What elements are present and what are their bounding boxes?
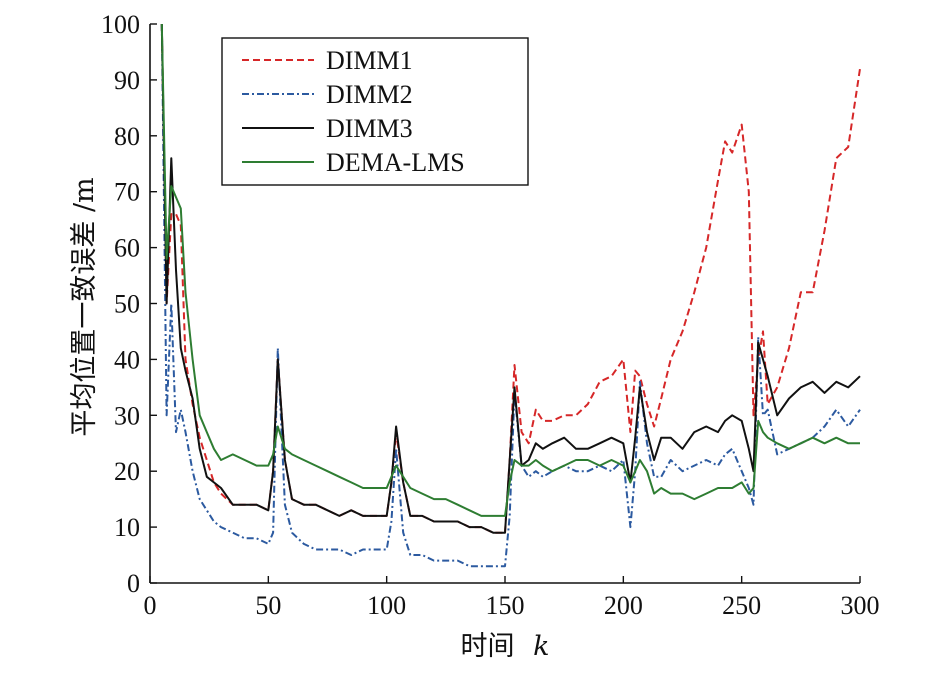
x-tick-label: 250: [722, 591, 761, 620]
x-tick-label: 100: [367, 591, 406, 620]
y-tick-label: 100: [101, 10, 140, 39]
legend-label-dimm3: DIMM3: [326, 114, 413, 143]
x-tick-label: 0: [144, 591, 157, 620]
tick-layer: 0 50 100 150 200 250 300 0 10 20 30 40 50 60 70 80 90 100: [101, 10, 880, 620]
legend-label-dimm1: DIMM1: [326, 46, 413, 75]
y-tick-label: 0: [127, 569, 140, 598]
x-tick-label: 200: [604, 591, 643, 620]
y-tick-label: 30: [114, 401, 140, 430]
y-tick-label: 90: [114, 66, 140, 95]
legend: DIMM1 DIMM2 DIMM3 DEMA-LMS: [221, 37, 529, 186]
legend-label-dema-lms: DEMA-LMS: [326, 148, 465, 177]
y-tick-label: 70: [114, 178, 140, 207]
x-tick-label: 300: [841, 591, 880, 620]
y-axis-title: 平均位置一致误差 /m: [69, 177, 100, 436]
legend-box: [221, 37, 529, 186]
x-axis-title-variable: k: [533, 631, 549, 662]
x-tick-label: 150: [486, 591, 525, 620]
x-axis-title: 时间 k: [461, 631, 550, 662]
series-line-dimm3: [160, 23, 861, 534]
series-layer: [160, 23, 861, 568]
legend-label-dimm2: DIMM2: [326, 80, 413, 109]
series-line-dimm2: [160, 23, 861, 568]
y-tick-label: 20: [114, 457, 140, 486]
y-tick-label: 80: [114, 122, 140, 151]
series-line-dema-lms: [160, 23, 860, 517]
y-tick-label: 60: [114, 234, 140, 263]
y-tick-label: 50: [114, 290, 140, 319]
x-tick-label: 50: [255, 591, 281, 620]
x-axis-title-text: 时间: [461, 631, 515, 662]
plot-area: 0 50 100 150 200 250 300 0 10 20 30 40 50 60 70 80 90 100: [101, 10, 880, 620]
y-tick-label: 40: [114, 345, 140, 374]
y-tick-label: 10: [114, 513, 140, 542]
